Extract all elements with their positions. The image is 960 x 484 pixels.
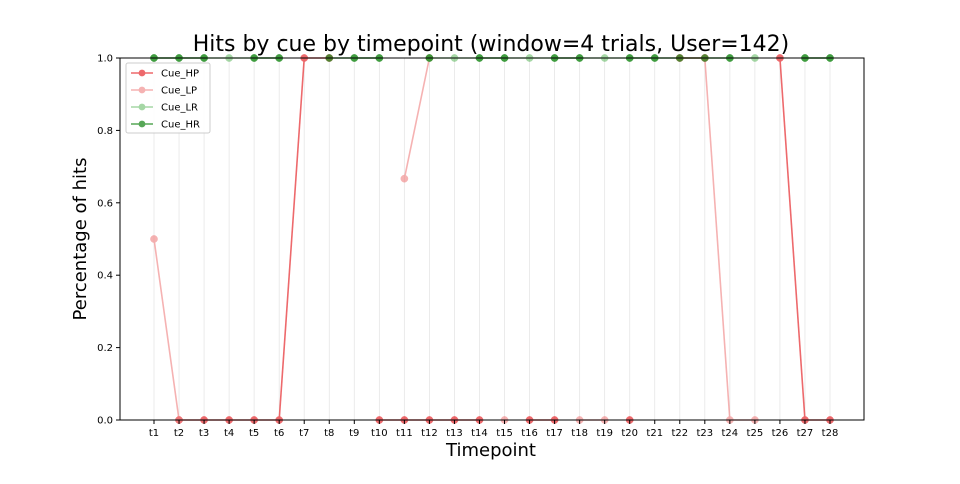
y-axis-label: Percentage of hits xyxy=(70,158,91,321)
data-point-Cue_LP-t1 xyxy=(150,235,158,243)
x-tick-label-t23: t23 xyxy=(696,428,713,439)
x-tick-label-t11: t11 xyxy=(396,428,413,439)
y-tick-label: 0.8 xyxy=(97,126,113,137)
legend-box xyxy=(125,62,211,134)
x-tick-label-t6: t6 xyxy=(274,428,284,439)
axis-ticks: t1 t2 t3 t4 t5 t6 t7 t8 t9 t10 t11 t12 t13 t14 t15 t16 t… xyxy=(97,54,838,440)
legend-marker-Cue_HP xyxy=(138,69,146,77)
x-tick-label-t1: t1 xyxy=(149,428,159,439)
grid-lines xyxy=(153,58,831,420)
x-tick-label-t4: t4 xyxy=(224,428,234,439)
legend-entry-Cue_LP xyxy=(131,86,153,94)
legend-entry-Cue_HR xyxy=(131,120,153,128)
legend-label-Cue_LR: Cue_LR xyxy=(161,103,198,114)
x-tick-label-t27: t27 xyxy=(797,428,814,439)
plot-frame xyxy=(119,57,865,421)
series-layer xyxy=(150,54,834,424)
x-tick-label-t26: t26 xyxy=(772,428,789,439)
series-segment-Cue_LP xyxy=(153,238,180,421)
y-tick-label: 0.6 xyxy=(97,198,113,209)
x-tick-label-t3: t3 xyxy=(199,428,209,439)
x-tick-label-t20: t20 xyxy=(621,428,638,439)
x-tick-label-t22: t22 xyxy=(671,428,688,439)
y-tick-label: 0.2 xyxy=(97,343,113,354)
x-tick-label-t5: t5 xyxy=(249,428,259,439)
legend-label-Cue_LP: Cue_LP xyxy=(161,86,197,97)
series-segment-Cue_HP xyxy=(278,57,306,421)
x-tick-label-t14: t14 xyxy=(471,428,488,439)
x-tick-label-t7: t7 xyxy=(299,428,309,439)
series-segment-Cue_HP xyxy=(779,57,806,421)
data-point-Cue_LP-t11 xyxy=(400,174,409,183)
x-tick-label-t24: t24 xyxy=(722,428,739,439)
x-tick-label-t17: t17 xyxy=(546,428,563,439)
legend-entry-Cue_HP xyxy=(131,69,153,77)
x-tick-label-t12: t12 xyxy=(421,428,438,439)
legend-marker-Cue_LR xyxy=(138,103,146,111)
legend-marker-Cue_HR xyxy=(138,120,146,128)
legend-label-Cue_HR: Cue_HR xyxy=(161,120,200,131)
legend-marker-Cue_LP xyxy=(138,86,146,94)
series-segment-Cue_LP xyxy=(704,57,731,421)
legend-entry-Cue_LR xyxy=(131,103,153,111)
chart-title: Hits by cue by timepoint (window=4 trial… xyxy=(193,32,790,57)
x-tick-label-t21: t21 xyxy=(646,428,663,439)
x-tick-label-t10: t10 xyxy=(371,428,388,439)
legend-label-Cue_HP: Cue_HP xyxy=(161,69,199,80)
y-tick-label: 1.0 xyxy=(97,54,113,65)
x-tick-label-t8: t8 xyxy=(324,428,334,439)
y-tick-label: 0.4 xyxy=(97,271,113,282)
x-tick-label-t28: t28 xyxy=(822,428,839,439)
x-axis-label: Timepoint xyxy=(445,440,536,461)
x-tick-label-t2: t2 xyxy=(174,428,184,439)
x-tick-label-t18: t18 xyxy=(571,428,588,439)
x-tick-label-t15: t15 xyxy=(496,428,513,439)
x-tick-label-t9: t9 xyxy=(349,428,359,439)
x-tick-label-t16: t16 xyxy=(521,428,538,439)
x-tick-label-t25: t25 xyxy=(747,428,764,439)
series-segment-Cue_LP xyxy=(403,57,431,179)
y-tick-label: 0.0 xyxy=(97,416,113,427)
x-tick-label-t19: t19 xyxy=(596,428,613,439)
x-tick-label-t13: t13 xyxy=(446,428,463,439)
legend: Cue_HP Cue_LP Cue_LR Cue_HR xyxy=(125,62,211,134)
